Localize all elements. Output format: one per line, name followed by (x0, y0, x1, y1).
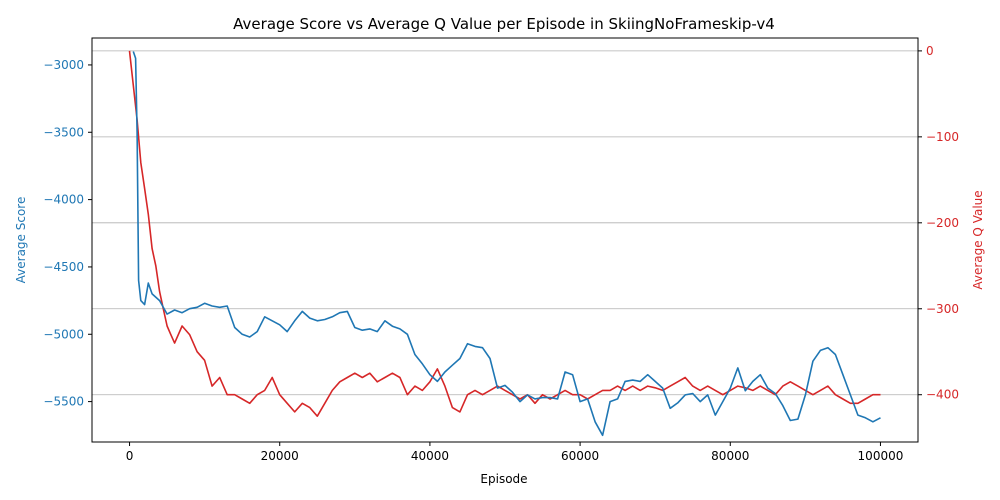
left-y-tick-label: −4000 (43, 193, 84, 207)
left-y-tick-label: −4500 (43, 260, 84, 274)
right-y-tick-label: 0 (926, 44, 934, 58)
right-y-tick-label: −400 (926, 388, 959, 402)
right-y-tick-label: −100 (926, 130, 959, 144)
left-y-tick-label: −3000 (43, 58, 84, 72)
x-tick-label: 80000 (711, 449, 749, 463)
left-y-tick-label: −3500 (43, 125, 84, 139)
x-axis-label: Episode (480, 472, 527, 486)
x-axis: 0 20000 40000 60000 80000 100000 (126, 442, 904, 463)
score-series (132, 51, 881, 437)
x-tick-label: 100000 (858, 449, 904, 463)
right-y-tick-label: −300 (926, 302, 959, 316)
x-tick-label: 60000 (561, 449, 599, 463)
x-tick-label: 40000 (411, 449, 449, 463)
plot-frame (91, 37, 919, 443)
left-y-tick-label: −5500 (43, 395, 84, 409)
score-series-line (132, 51, 881, 437)
left-y-tick-label: −5000 (43, 327, 84, 341)
chart-title: Average Score vs Average Q Value per Epi… (233, 15, 775, 33)
left-y-axis-label: Average Score (14, 197, 28, 284)
x-tick-label: 20000 (261, 449, 299, 463)
right-y-axis-label: Average Q Value (971, 190, 985, 289)
right-y-axis: 0 −100 −200 −300 −400 (918, 44, 959, 402)
right-y-tick-label: −200 (926, 216, 959, 230)
x-tick-label: 0 (126, 449, 134, 463)
left-y-axis: −3000 −3500 −4000 −4500 −5000 −5500 (43, 58, 92, 409)
